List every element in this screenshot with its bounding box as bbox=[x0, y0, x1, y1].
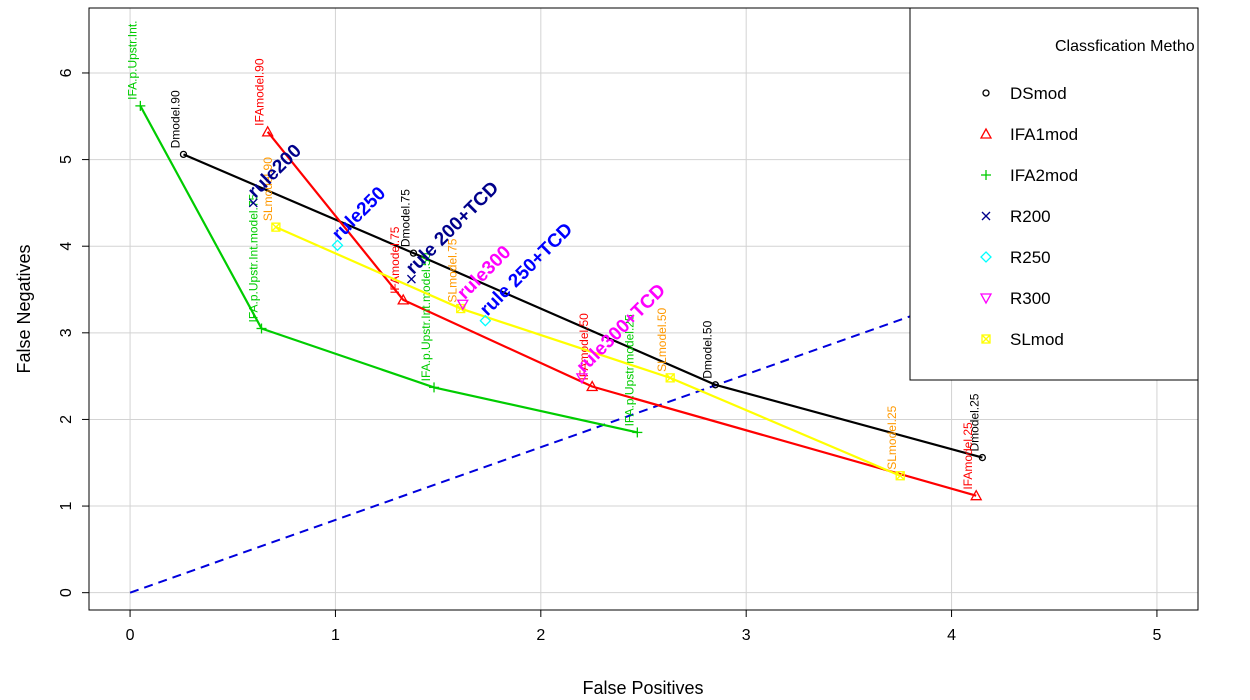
legend-entry-label: IFA2mod bbox=[1010, 166, 1078, 185]
x-tick-label: 1 bbox=[331, 627, 340, 644]
x-tick-label: 2 bbox=[536, 627, 545, 644]
point-label: IFAmodel.90 bbox=[253, 58, 267, 126]
legend-marker bbox=[979, 293, 993, 305]
y-axis-title: False Negatives bbox=[14, 244, 34, 373]
data-point bbox=[409, 249, 418, 257]
legend-entry-label: R250 bbox=[1010, 248, 1051, 267]
legend-marker bbox=[981, 211, 991, 221]
data-point bbox=[665, 373, 675, 383]
legend-entry-label: DSmod bbox=[1010, 84, 1067, 103]
x-tick-label: 0 bbox=[126, 627, 135, 644]
x-tick-label: 5 bbox=[1152, 627, 1161, 644]
y-tick-label: 6 bbox=[58, 68, 75, 77]
point-label: IFA.p.Upstr.Int.model.75 bbox=[247, 193, 261, 322]
legend: Classfication Metho DSmod IFA1mod IFA2mod R2… bbox=[909, 7, 1199, 381]
legend-marker bbox=[981, 334, 991, 344]
data-point bbox=[256, 323, 267, 334]
series-line bbox=[139, 105, 638, 434]
data-point bbox=[978, 453, 987, 462]
point-label: SLmodel.75 bbox=[446, 238, 460, 302]
point-label: Dmodel.25 bbox=[967, 393, 981, 451]
legend-marker bbox=[981, 170, 991, 180]
point-label: Dmodel.90 bbox=[168, 90, 182, 148]
legend-marker bbox=[982, 89, 990, 97]
y-tick-label: 1 bbox=[58, 502, 75, 511]
data-point bbox=[397, 293, 410, 305]
x-tick-label: 4 bbox=[947, 627, 956, 644]
rule-point bbox=[456, 299, 469, 311]
data-point bbox=[135, 100, 146, 111]
y-tick-label: 3 bbox=[58, 328, 75, 337]
point-label: IFA.p.Upstr.model.25 bbox=[622, 314, 636, 426]
rule-point bbox=[575, 373, 588, 385]
rule-point bbox=[248, 198, 258, 208]
data-point bbox=[586, 380, 599, 392]
rule-point bbox=[479, 314, 492, 327]
legend-entry-label: R200 bbox=[1010, 207, 1051, 226]
y-tick-label: 4 bbox=[58, 242, 75, 251]
y-tick-label: 0 bbox=[58, 588, 75, 597]
point-label: SLmodel.90 bbox=[261, 157, 275, 221]
x-axis-title: False Positives bbox=[582, 678, 703, 698]
point-label: Dmodel.50 bbox=[700, 320, 714, 378]
legend-entry-label: IFA1mod bbox=[1010, 125, 1078, 144]
data-point bbox=[970, 489, 983, 501]
legend-entry-label: R300 bbox=[1010, 289, 1051, 308]
point-label: IFA.p.Upstr.Int. bbox=[125, 21, 139, 100]
y-tick-label: 5 bbox=[58, 155, 75, 164]
data-point bbox=[261, 125, 274, 137]
legend-title: Classfication Metho bbox=[1055, 38, 1195, 55]
y-axis: 0 1 2 3 4 5 6 bbox=[58, 68, 89, 597]
legend-entry-label: SLmod bbox=[1010, 330, 1064, 349]
point-label: IFA.p.Upstr.Int.model.50 bbox=[419, 252, 433, 381]
series-line bbox=[183, 153, 983, 459]
rule-label: rule250 bbox=[328, 183, 390, 245]
series-line bbox=[275, 226, 901, 477]
data-point bbox=[895, 471, 905, 481]
x-tick-label: 3 bbox=[742, 627, 751, 644]
rule-point bbox=[406, 274, 416, 284]
point-label: IFAmodel.25 bbox=[961, 422, 975, 490]
data-point bbox=[179, 150, 188, 159]
data-point bbox=[429, 382, 440, 393]
point-label: IFAmodel.75 bbox=[388, 226, 402, 294]
data-point bbox=[632, 427, 643, 438]
point-label: SLmodel.25 bbox=[885, 405, 899, 469]
rule-point bbox=[331, 239, 344, 252]
point-label: IFAmodel.50 bbox=[577, 313, 591, 381]
data-point bbox=[711, 381, 720, 389]
point-label: Dmodel.75 bbox=[398, 189, 412, 247]
series-line bbox=[266, 131, 977, 497]
x-axis: 0 1 2 3 4 5 bbox=[126, 610, 1161, 644]
y-tick-label: 2 bbox=[58, 415, 75, 424]
legend-marker bbox=[980, 251, 992, 263]
point-label: SLmodel.50 bbox=[655, 307, 669, 371]
legend-box bbox=[909, 7, 1199, 381]
data-point bbox=[271, 222, 281, 232]
legend-marker bbox=[979, 127, 993, 139]
series-group: Dmodel.90Dmodel.75Dmodel.50Dmodel.25IFAm… bbox=[125, 21, 987, 501]
